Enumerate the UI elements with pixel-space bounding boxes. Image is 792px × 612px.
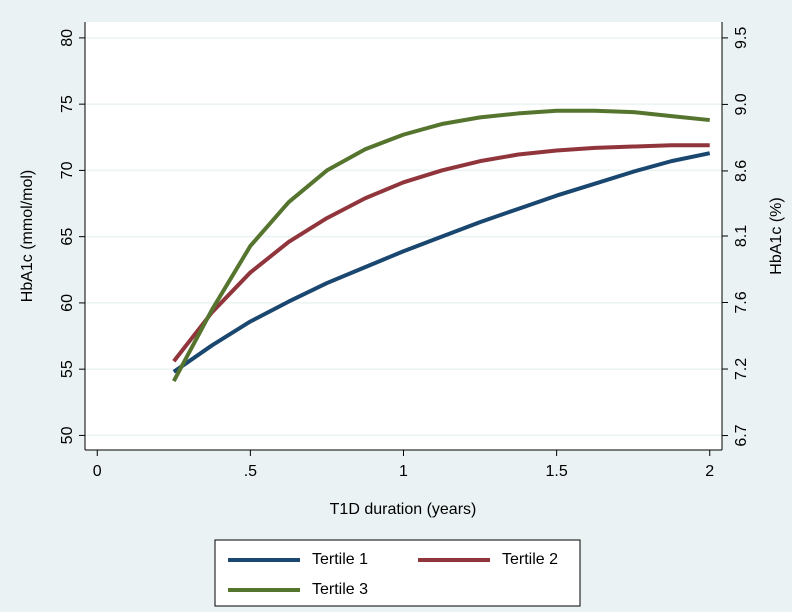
line-series (172, 151, 711, 374)
x-tick-label: 0 (93, 463, 102, 480)
y2-tick-label: 7.6 (733, 291, 750, 313)
x-tick-label: 2 (705, 463, 714, 480)
y2-tick-label: 8.1 (733, 225, 750, 247)
y2-tick-label: 9.0 (733, 93, 750, 115)
y2-tick-label: 6.7 (733, 424, 750, 446)
x-axis-title: T1D duration (years) (330, 501, 477, 518)
y-axis-title: HbA1c (mmol/mol) (19, 170, 36, 302)
y-tick-label: 75 (59, 95, 76, 113)
y-tick-label: 50 (59, 426, 76, 444)
y-tick-label: 70 (59, 161, 76, 179)
x-tick-label: 1.5 (546, 463, 568, 480)
line-series (172, 143, 710, 363)
y2-tick-label: 7.2 (733, 358, 750, 380)
y2-tick-label: 8.6 (733, 160, 750, 182)
legend-label: Tertile 1 (312, 551, 368, 568)
legend-box (214, 539, 581, 607)
y2-tick-label: 9.5 (733, 27, 750, 49)
legend-label: Tertile 2 (502, 551, 558, 568)
legend-label: Tertile 3 (312, 581, 368, 598)
x-tick-label: 1 (399, 463, 408, 480)
y-tick-label: 65 (59, 228, 76, 246)
y2-axis-title: HbA1c (%) (768, 197, 785, 274)
y-tick-label: 60 (59, 294, 76, 312)
line-series (172, 108, 710, 383)
y-tick-label: 80 (59, 29, 76, 47)
x-tick-label: .5 (244, 463, 257, 480)
y-tick-label: 55 (59, 360, 76, 378)
